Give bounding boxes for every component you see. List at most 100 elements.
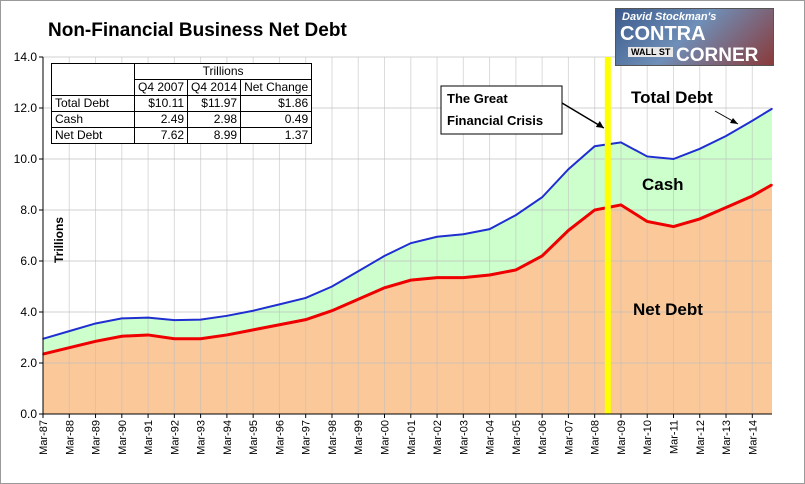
y-tick-label: 12.0 (14, 101, 38, 115)
table-cell: 0.49 (240, 111, 313, 128)
total-debt-point (698, 148, 701, 150)
net-debt-point (646, 220, 649, 223)
net-debt-point (199, 337, 202, 340)
crisis-callout-text-1: The Great (447, 91, 508, 106)
net-debt-area (43, 184, 772, 414)
table-header-row: Q4 2007 Q4 2014 Net Change (51, 79, 313, 96)
net-debt-point (409, 279, 412, 281)
crisis-callout-box (440, 85, 563, 135)
contra-corner-logo: David Stockman's CONTRA WALL ST CORNER (615, 8, 774, 66)
total-debt-point (593, 145, 596, 148)
x-tick-label: Mar-04 (485, 420, 497, 455)
total-debt-point (436, 235, 438, 238)
total-debt-point (173, 319, 176, 321)
table-cell: 2.49 (133, 111, 189, 128)
x-tick-label: Mar-95 (248, 420, 260, 455)
table-super-header-row: Trillions (51, 63, 313, 80)
net-debt-point (725, 206, 727, 209)
total-debt-point (620, 141, 622, 144)
net-debt-point (173, 337, 176, 340)
net-debt-point (226, 334, 228, 336)
table-row: Total Debt $10.11 $11.97 $1.86 (51, 95, 313, 112)
x-tick-label: Mar-89 (91, 420, 103, 455)
net-debt-point (436, 276, 438, 279)
table-super-header: Trillions (133, 63, 313, 80)
table-cell: 1.37 (240, 127, 313, 144)
x-tick-label: Mar-02 (432, 420, 444, 455)
table-cell: $1.86 (240, 95, 313, 112)
cash-label: Cash (642, 175, 684, 194)
net-debt-point (94, 340, 97, 343)
x-tick-label: Mar-91 (143, 420, 155, 455)
table-row-label: Net Debt (51, 127, 135, 144)
x-tick-label: Mar-92 (169, 420, 181, 455)
table-header-q4-2007: Q4 2007 (133, 79, 189, 96)
crisis-callout-arrowhead (595, 121, 604, 128)
total-debt-arrowhead (730, 118, 738, 124)
x-tick-label: Mar-93 (196, 420, 208, 455)
table-row: Cash 2.49 2.98 0.49 (51, 111, 313, 128)
cash-area (43, 108, 772, 355)
total-debt-point (567, 168, 570, 170)
logo-line-1: David Stockman's (622, 11, 717, 23)
x-tick-label: Mar-94 (222, 420, 234, 455)
y-tick-label: 2.0 (20, 356, 37, 370)
y-tick-label: 0.0 (20, 407, 37, 421)
table-cell: 8.99 (187, 127, 242, 144)
x-tick-label: Mar-88 (64, 420, 76, 455)
x-tick-label: Mar-97 (301, 420, 313, 455)
table-header-net-change: Net Change (240, 79, 313, 96)
total-debt-point (462, 233, 465, 236)
total-debt-point (94, 322, 97, 325)
x-tick-label: Mar-06 (537, 420, 549, 455)
total-debt-point (725, 135, 727, 137)
net-debt-point (331, 309, 333, 312)
total-debt-point (646, 155, 649, 158)
table-row-label: Cash (51, 111, 135, 128)
crisis-callout-arrow (561, 102, 605, 129)
y-tick-label: 6.0 (20, 254, 37, 268)
table-corner (51, 63, 135, 80)
total-debt-point (751, 119, 754, 122)
total-debt-label: Total Debt (631, 88, 713, 107)
total-debt-point (515, 214, 517, 216)
x-tick-label: Mar-10 (642, 420, 654, 455)
table-row: Net Debt 7.62 8.99 1.37 (51, 127, 313, 144)
y-tick-label: 8.0 (20, 203, 37, 217)
total-debt-point (771, 107, 773, 110)
net-debt-point (121, 335, 123, 338)
table-cell: 2.98 (187, 111, 242, 128)
x-tick-label: Mar-09 (616, 420, 628, 455)
x-tick-label: Mar-98 (327, 420, 339, 455)
net-debt-point (462, 276, 465, 279)
x-tick-label: Mar-00 (380, 420, 392, 455)
y-axis-label: Trillions (52, 217, 66, 263)
net-debt-point (541, 255, 543, 257)
net-debt-point (593, 209, 596, 211)
net-debt-point (68, 346, 71, 349)
table-header-q4-2014: Q4 2014 (187, 79, 242, 96)
total-debt-point (121, 317, 123, 320)
x-tick-label: Mar-07 (563, 420, 575, 455)
total-debt-point (357, 270, 360, 273)
net-debt-point (252, 329, 254, 331)
x-tick-label: Mar-99 (353, 420, 365, 455)
total-debt-point (672, 158, 675, 160)
x-tick-label: Mar-01 (406, 420, 418, 455)
net-debt-point (698, 218, 701, 220)
net-debt-point (567, 229, 570, 232)
net-debt-point (357, 298, 360, 301)
total-debt-point (147, 316, 149, 319)
total-debt-point (488, 228, 491, 230)
x-tick-label: Mar-08 (590, 420, 602, 455)
total-debt-point (278, 303, 281, 306)
table-header-blank (51, 79, 135, 96)
total-debt-point (409, 242, 412, 244)
y-tick-label: 14.0 (14, 50, 38, 64)
chart-title: Non-Financial Business Net Debt (48, 20, 347, 41)
total-debt-point (331, 285, 333, 288)
y-tick-label: 10.0 (14, 152, 38, 166)
net-debt-point (751, 195, 754, 197)
table-row-label: Total Debt (51, 95, 135, 112)
table-cell: $10.11 (133, 95, 189, 112)
